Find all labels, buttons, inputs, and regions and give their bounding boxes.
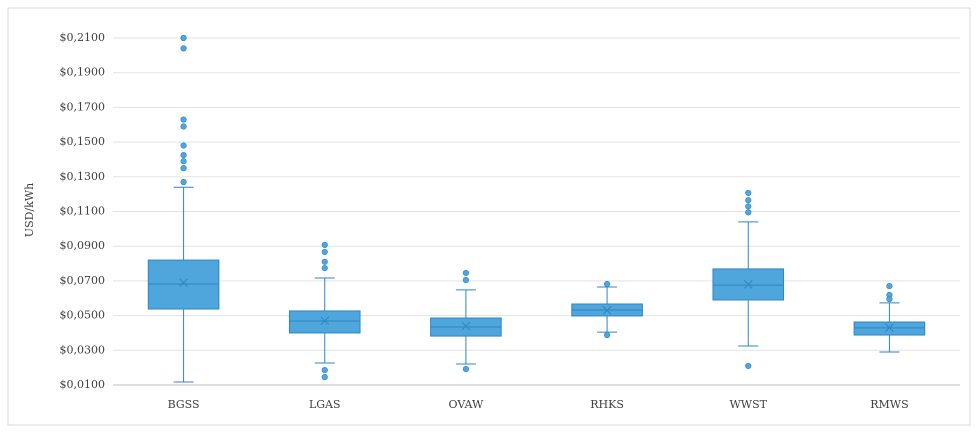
outlier <box>180 34 187 42</box>
y-tick-label: $0,1700 <box>60 100 106 113</box>
y-tick-label: $0,1500 <box>60 135 106 148</box>
outlier <box>321 241 328 249</box>
outlier <box>462 269 470 277</box>
x-tick-label: OVAW <box>449 398 485 411</box>
y-tick-label: $0,1300 <box>60 170 106 183</box>
x-tick-label: WWST <box>730 398 768 411</box>
outlier <box>321 366 328 374</box>
mean-marker <box>602 306 612 315</box>
outlier <box>745 197 752 204</box>
mean-marker <box>461 321 471 331</box>
x-tick-label: BGSS <box>168 398 200 411</box>
outlier <box>745 362 752 370</box>
mean-marker <box>743 280 753 289</box>
outlier <box>180 123 187 130</box>
x-tick-label: RMWS <box>870 398 908 411</box>
outlier <box>321 258 328 265</box>
outlier <box>745 203 752 210</box>
outlier <box>180 165 187 172</box>
outlier <box>180 158 187 165</box>
outlier <box>180 152 187 159</box>
outlier <box>180 178 187 186</box>
outlier <box>180 116 187 123</box>
y-tick-label: $0,1100 <box>60 205 106 218</box>
y-tick-label: $0,1900 <box>60 66 106 79</box>
outlier <box>321 248 328 256</box>
outlier <box>745 209 752 216</box>
mean-marker <box>179 278 188 287</box>
outlier <box>321 264 328 272</box>
outlier <box>886 283 893 290</box>
outlier <box>603 331 611 339</box>
y-tick-label: $0,0300 <box>60 343 106 356</box>
outlier <box>321 373 328 381</box>
box <box>288 310 361 334</box>
outlier <box>180 45 187 52</box>
y-tick-label: $0,0900 <box>60 239 106 252</box>
x-tick-label: LGAS <box>309 398 341 411</box>
chart-border <box>7 7 971 426</box>
outlier <box>745 189 752 197</box>
x-tick-label: RHKS <box>590 398 624 411</box>
y-tick-label: $0,0700 <box>60 274 106 287</box>
box <box>147 259 220 310</box>
outlier <box>462 365 470 373</box>
outlier <box>603 280 611 288</box>
y-tick-label: $0,0100 <box>60 378 106 391</box>
mean-marker <box>885 323 894 333</box>
mean-marker <box>320 316 330 326</box>
box <box>853 321 926 336</box>
y-axis-label: USD/kWh <box>23 183 36 237</box>
y-tick-label: $0,2100 <box>60 31 106 44</box>
outlier <box>886 296 893 303</box>
outlier <box>462 276 470 284</box>
outlier <box>180 142 187 149</box>
y-tick-label: $0,0500 <box>60 309 106 322</box>
